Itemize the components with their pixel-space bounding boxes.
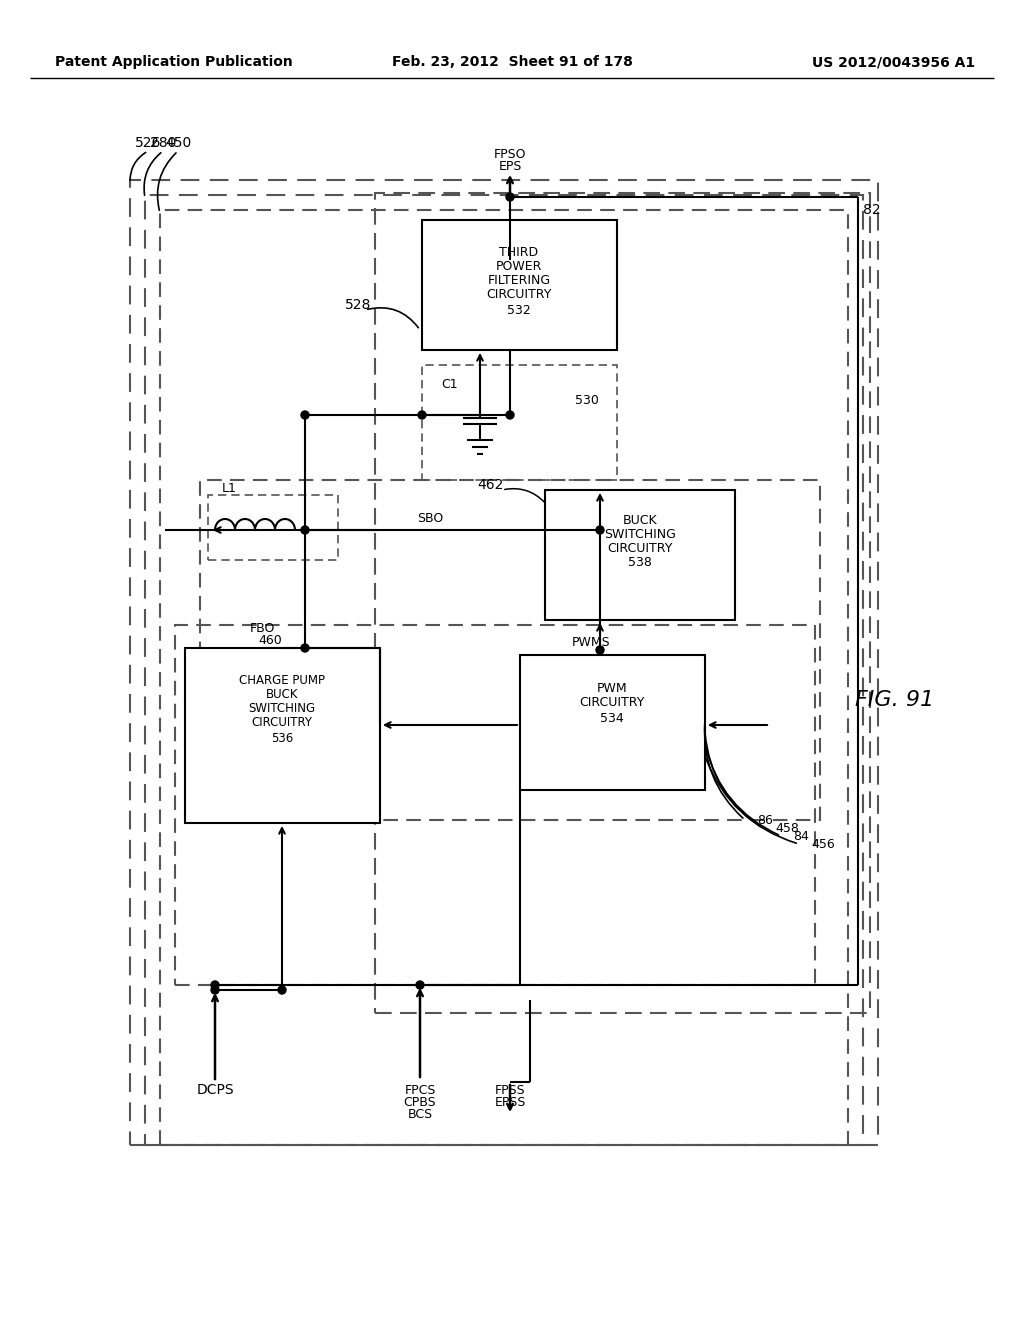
Text: C1: C1 — [441, 379, 459, 392]
Text: CIRCUITRY: CIRCUITRY — [486, 288, 552, 301]
Text: CHARGE PUMP: CHARGE PUMP — [239, 673, 325, 686]
Text: EPS: EPS — [499, 160, 521, 173]
Circle shape — [301, 411, 309, 418]
Circle shape — [596, 525, 604, 535]
Text: PWM: PWM — [597, 681, 628, 694]
Bar — [130, 180, 878, 1144]
Text: 462: 462 — [477, 478, 503, 492]
Text: FBO: FBO — [250, 622, 275, 635]
Text: Patent Application Publication: Patent Application Publication — [55, 55, 293, 69]
Text: CIRCUITRY: CIRCUITRY — [252, 715, 312, 729]
Bar — [208, 495, 338, 560]
Text: US 2012/0043956 A1: US 2012/0043956 A1 — [812, 55, 975, 69]
Text: 528: 528 — [345, 298, 371, 312]
Text: 526: 526 — [135, 136, 161, 150]
Text: 82: 82 — [863, 203, 881, 216]
Circle shape — [506, 411, 514, 418]
Circle shape — [416, 981, 424, 989]
Text: FPSS: FPSS — [495, 1084, 525, 1097]
Text: BCS: BCS — [408, 1107, 432, 1121]
Text: THIRD: THIRD — [500, 246, 539, 259]
Text: CPBS: CPBS — [403, 1096, 436, 1109]
Text: EPSS: EPSS — [495, 1096, 525, 1109]
Text: 460: 460 — [258, 634, 282, 647]
Bar — [375, 193, 870, 1012]
Text: 532: 532 — [507, 304, 530, 317]
Text: 450: 450 — [165, 136, 191, 150]
Circle shape — [418, 411, 426, 418]
Circle shape — [211, 986, 219, 994]
Text: FPSO: FPSO — [494, 149, 526, 161]
Bar — [422, 220, 617, 350]
Text: 456: 456 — [811, 837, 835, 850]
Circle shape — [301, 525, 309, 535]
Bar — [422, 366, 617, 480]
Bar — [185, 648, 380, 822]
Text: L1: L1 — [222, 482, 237, 495]
Bar — [545, 490, 735, 620]
Circle shape — [506, 193, 514, 201]
Text: 458: 458 — [775, 821, 799, 834]
Text: FILTERING: FILTERING — [487, 273, 551, 286]
Text: 86: 86 — [757, 813, 773, 826]
Text: 534: 534 — [600, 711, 624, 725]
Text: 538: 538 — [628, 556, 652, 569]
Text: SWITCHING: SWITCHING — [604, 528, 676, 540]
Text: 536: 536 — [271, 731, 293, 744]
Circle shape — [301, 644, 309, 652]
Bar — [160, 210, 848, 1144]
Circle shape — [278, 986, 286, 994]
Text: SBO: SBO — [417, 511, 443, 524]
Text: FIG. 91: FIG. 91 — [855, 690, 935, 710]
Text: CIRCUITRY: CIRCUITRY — [607, 541, 673, 554]
Text: Feb. 23, 2012  Sheet 91 of 178: Feb. 23, 2012 Sheet 91 of 178 — [391, 55, 633, 69]
Text: 280: 280 — [150, 136, 176, 150]
Bar — [175, 624, 815, 985]
Text: BUCK: BUCK — [266, 688, 298, 701]
Bar — [200, 480, 820, 820]
Circle shape — [211, 981, 219, 989]
Bar — [520, 655, 705, 789]
Circle shape — [596, 645, 604, 653]
Text: PWMS: PWMS — [572, 636, 610, 649]
Text: 84: 84 — [793, 829, 809, 842]
Text: DCPS: DCPS — [197, 1082, 233, 1097]
Text: FPCS: FPCS — [404, 1084, 435, 1097]
Text: CIRCUITRY: CIRCUITRY — [580, 697, 645, 710]
Text: SWITCHING: SWITCHING — [249, 701, 315, 714]
Bar — [145, 195, 863, 1144]
Text: POWER: POWER — [496, 260, 542, 272]
Text: BUCK: BUCK — [623, 513, 657, 527]
Text: 530: 530 — [575, 393, 599, 407]
